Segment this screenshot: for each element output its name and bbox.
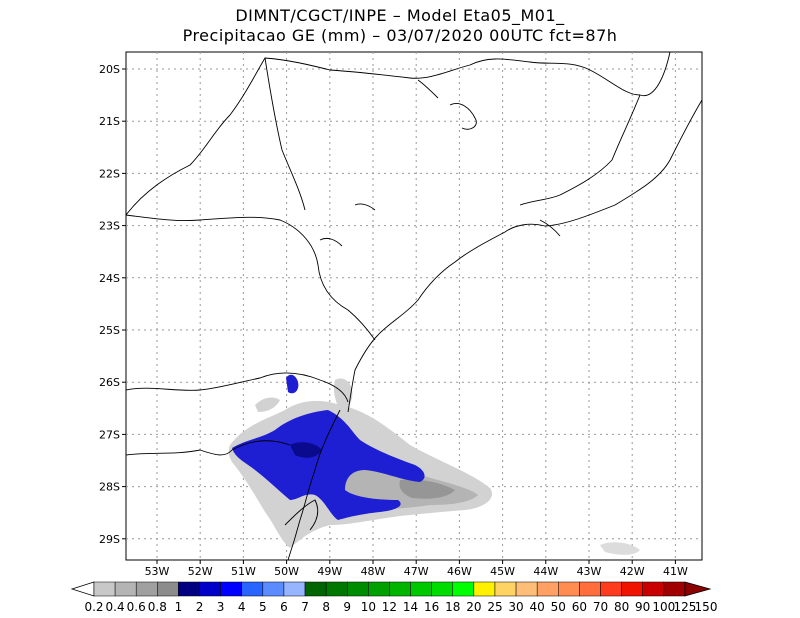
colorbar-swatch bbox=[558, 581, 580, 597]
colorbar-label: 0.8 bbox=[148, 600, 167, 614]
lat-label: 28S bbox=[99, 481, 120, 494]
lat-label: 25S bbox=[99, 324, 120, 337]
colorbar-label: 16 bbox=[424, 600, 439, 614]
lon-label: 50W bbox=[274, 565, 299, 578]
colorbar-label: 14 bbox=[403, 600, 418, 614]
colorbar-label: 100 bbox=[652, 600, 675, 614]
colorbar-swatch bbox=[494, 581, 517, 597]
colorbar-swatch bbox=[368, 581, 390, 597]
colorbar-label: 80 bbox=[614, 600, 629, 614]
colorbar-swatch bbox=[431, 581, 454, 597]
colorbar-label: 90 bbox=[635, 600, 650, 614]
colorbar-swatch bbox=[241, 581, 264, 597]
coastline-borders bbox=[125, 51, 703, 561]
colorbar-label: 30 bbox=[508, 600, 523, 614]
colorbar-swatch bbox=[325, 581, 348, 597]
colorbar-swatch bbox=[262, 581, 285, 597]
colorbar-label: 50 bbox=[551, 600, 566, 614]
colorbar-swatch bbox=[114, 581, 137, 597]
colorbar-swatch bbox=[621, 581, 643, 597]
lat-label: 26S bbox=[99, 376, 120, 389]
lat-label: 29S bbox=[99, 533, 120, 546]
lon-label: 43W bbox=[577, 565, 602, 578]
lon-label: 53W bbox=[145, 565, 170, 578]
lat-label: 27S bbox=[99, 428, 120, 441]
colorbar-swatch bbox=[600, 581, 622, 597]
colorbar-label: 5 bbox=[259, 600, 267, 614]
colorbar-swatch bbox=[135, 581, 158, 597]
colorbar-swatch bbox=[199, 581, 221, 597]
colorbar-label: 3 bbox=[217, 600, 225, 614]
colorbar-label: 6 bbox=[280, 600, 288, 614]
colorbar-swatch bbox=[536, 581, 559, 597]
lat-label: 21S bbox=[99, 115, 120, 128]
colorbar-swatch bbox=[515, 581, 538, 597]
colorbar-label: 10 bbox=[361, 600, 376, 614]
lon-label: 48W bbox=[361, 565, 386, 578]
precip-area-blue-2 bbox=[286, 374, 299, 394]
colorbar-label: 8 bbox=[322, 600, 330, 614]
colorbar-swatch bbox=[579, 581, 601, 597]
lon-label: 45W bbox=[490, 565, 515, 578]
colorbar-over-arrow bbox=[684, 581, 712, 597]
colorbar-label: 2 bbox=[196, 600, 204, 614]
colorbar-swatch bbox=[178, 581, 200, 597]
map-title: DIMNT/CGCT/INPE – Model Eta05_M01_ bbox=[235, 6, 565, 25]
colorbar-swatch bbox=[452, 581, 475, 597]
longitude-labels: 53W 52W 51W 50W 49W 48W 47W 46W 45W 44W 43W 42W 41W bbox=[145, 560, 688, 578]
colorbar-label: 0.4 bbox=[106, 600, 125, 614]
lat-label: 23S bbox=[99, 220, 120, 233]
colorbar-swatch bbox=[389, 581, 411, 597]
lon-label: 44W bbox=[533, 565, 558, 578]
colorbar-label: 40 bbox=[530, 600, 545, 614]
colorbar-under-arrow bbox=[70, 581, 95, 597]
lat-label: 22S bbox=[99, 167, 120, 180]
lon-label: 47W bbox=[404, 565, 429, 578]
map-subtitle: Precipitacao GE (mm) – 03/07/2020 00UTC … bbox=[182, 26, 618, 45]
lat-label: 20S bbox=[99, 63, 120, 76]
colorbar-swatch bbox=[304, 581, 327, 597]
colorbar-label: 25 bbox=[487, 600, 502, 614]
colorbar-swatch bbox=[663, 581, 686, 597]
colorbar-swatch bbox=[220, 581, 242, 597]
colorbar-swatch bbox=[642, 581, 665, 597]
lon-label: 42W bbox=[620, 565, 645, 578]
lon-label: 51W bbox=[231, 565, 256, 578]
precip-area-light-ocean bbox=[600, 542, 640, 555]
precip-area-blue bbox=[232, 410, 425, 520]
graticule bbox=[126, 52, 702, 560]
colorbar-label: 1 bbox=[175, 600, 183, 614]
precip-area-navy bbox=[290, 442, 322, 458]
colorbar-label: 150 bbox=[695, 600, 718, 614]
colorbar-swatch bbox=[93, 581, 116, 597]
colorbar-swatch bbox=[346, 581, 369, 597]
colorbar-label: 18 bbox=[445, 600, 460, 614]
lon-label: 49W bbox=[317, 565, 342, 578]
colorbar-label: 70 bbox=[593, 600, 608, 614]
colorbar-swatch bbox=[283, 581, 306, 597]
colorbar-swatch bbox=[157, 581, 179, 597]
lon-label: 52W bbox=[188, 565, 213, 578]
colorbar-label: 20 bbox=[466, 600, 481, 614]
colorbar-swatch bbox=[473, 581, 496, 597]
colorbar-label: 4 bbox=[238, 600, 246, 614]
precip-area-dark bbox=[399, 479, 455, 499]
colorbar-labels: 0.2 0.4 0.6 0.8 1 2 3 4 5 6 7 8 9 10 12 14 16 18 20 25 30 40 5… bbox=[84, 600, 717, 614]
colorbar-label: 9 bbox=[343, 600, 351, 614]
colorbar-label: 7 bbox=[301, 600, 309, 614]
lat-label: 24S bbox=[99, 272, 120, 285]
colorbar-label: 0.6 bbox=[127, 600, 146, 614]
precip-area-light-3 bbox=[333, 378, 353, 412]
colorbar-swatch bbox=[410, 581, 432, 597]
colorbar-label: 60 bbox=[572, 600, 587, 614]
colorbar-label: 0.2 bbox=[84, 600, 103, 614]
lon-label: 46W bbox=[447, 565, 472, 578]
colorbar-label: 12 bbox=[382, 600, 397, 614]
latitude-labels: 20S 21S 22S 23S 24S 25S 26S 27S 28S 29S bbox=[99, 63, 126, 546]
precip-area-light-2 bbox=[255, 397, 280, 412]
colorbar bbox=[70, 581, 712, 597]
lon-label: 41W bbox=[663, 565, 688, 578]
colorbar-label: 125 bbox=[673, 600, 696, 614]
